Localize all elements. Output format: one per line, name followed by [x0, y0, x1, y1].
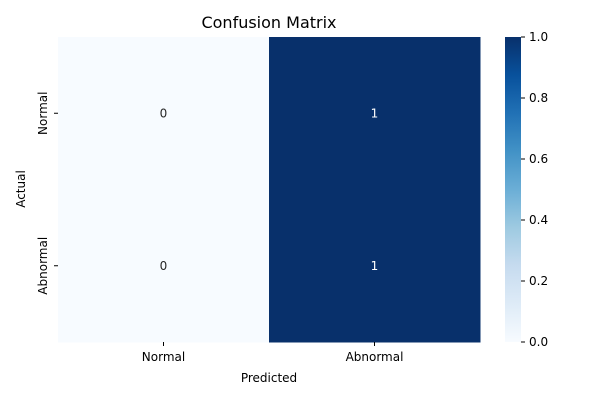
cell-annotation: 0 [160, 106, 168, 120]
colorbar-tick-label: 0.4 [529, 213, 548, 227]
colorbar-tick-label: 0.2 [529, 274, 548, 288]
y-axis-label: Actual [14, 170, 28, 208]
colorbar-tick-label: 0.6 [529, 152, 548, 166]
x-tick-label: Abnormal [346, 350, 404, 364]
x-axis-ticks: Normal Abnormal [142, 342, 404, 364]
y-tick-label: Abnormal [36, 237, 50, 295]
cell-annotation: 1 [371, 259, 379, 273]
colorbar-ticks: 0.0 0.2 0.4 0.6 0.8 1.0 [521, 30, 548, 349]
heatmap-cell [269, 37, 481, 190]
chart-title: Confusion Matrix [201, 13, 336, 32]
y-axis-ticks: Normal Abnormal [36, 92, 58, 295]
y-tick-label: Normal [36, 92, 50, 135]
x-axis-label: Predicted [241, 371, 297, 385]
heatmap-cell [58, 37, 270, 190]
cell-annotation: 0 [160, 259, 168, 273]
heatmap-cells: 0 1 0 1 [58, 37, 481, 343]
colorbar-tick-label: 1.0 [529, 30, 548, 44]
heatmap-cell [58, 189, 270, 343]
colorbar [505, 37, 521, 342]
colorbar-tick-label: 0.0 [529, 335, 548, 349]
heatmap-cell [269, 189, 481, 343]
cell-annotation: 1 [371, 106, 379, 120]
colorbar-tick-label: 0.8 [529, 91, 548, 105]
x-tick-label: Normal [142, 350, 185, 364]
